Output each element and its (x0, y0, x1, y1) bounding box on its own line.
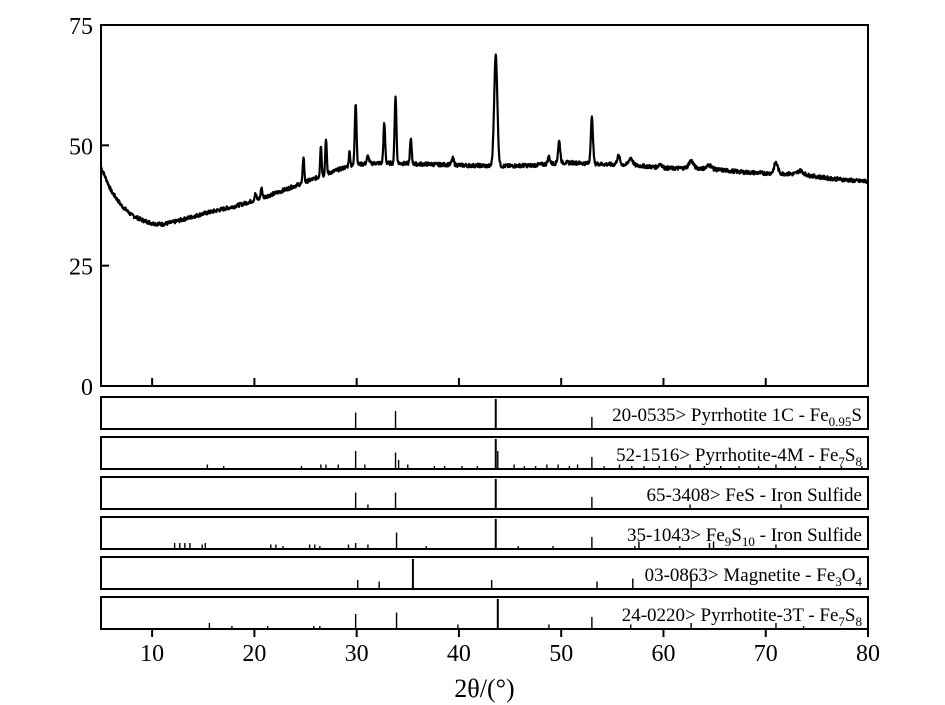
reference-panel-frame (100, 516, 869, 550)
plot-frame (100, 24, 869, 387)
reference-panel-frame (100, 556, 869, 590)
x-axis-top-ticks (151, 378, 767, 386)
x-tick-label: 60 (651, 641, 675, 667)
reference-patterns: 20-0535> Pyrrhotite 1C - Fe0.95S 52-1516>… (100, 396, 869, 630)
reference-label: 52-1516> Pyrrhotite-4M - Fe7S8 (616, 445, 862, 469)
y-tick-label: 75 (69, 14, 93, 40)
reference-panel: 52-1516> Pyrrhotite-4M - Fe7S8 (100, 436, 869, 470)
reference-label: 65-3408> FeS - Iron Sulfide (647, 485, 862, 506)
reference-panel: 24-0220> Pyrrhotite-3T - Fe7S8 (100, 596, 869, 630)
diffraction-pattern-line (100, 53, 870, 227)
x-tick-label: 80 (856, 641, 880, 667)
x-tick-label: 50 (549, 641, 573, 667)
reference-label: 35-1043> Fe9S10 - Iron Sulfide (627, 525, 862, 549)
x-tick-label: 40 (447, 641, 471, 667)
x-tick-label: 20 (242, 641, 266, 667)
main-plot: 0 25 50 75 (69, 14, 870, 401)
x-axis-title: 2θ/(°) (454, 674, 514, 703)
reference-panel: 03-0863> Magnetite - Fe3O4 (100, 556, 869, 590)
reference-panel-frame (100, 436, 869, 470)
x-axis: 10 20 30 40 50 60 70 80 (140, 629, 880, 667)
reference-label: 20-0535> Pyrrhotite 1C - Fe0.95S (612, 405, 862, 429)
y-tick-label: 25 (69, 255, 93, 281)
x-tick-label: 10 (140, 641, 164, 667)
reference-panel: 20-0535> Pyrrhotite 1C - Fe0.95S (100, 396, 869, 430)
y-axis: 0 25 50 75 (69, 14, 109, 401)
reference-panel-frame (100, 396, 869, 430)
reference-label: 24-0220> Pyrrhotite-3T - Fe7S8 (622, 605, 862, 629)
reference-label: 03-0863> Magnetite - Fe3O4 (645, 565, 863, 589)
reference-panel: 35-1043> Fe9S10 - Iron Sulfide (100, 516, 869, 550)
reference-panel-frame (100, 596, 869, 630)
x-tick-label: 70 (754, 641, 778, 667)
x-tick-label: 30 (345, 641, 369, 667)
y-tick-label: 0 (81, 375, 93, 401)
reference-panel-frame (100, 476, 869, 510)
y-tick-label: 50 (69, 134, 93, 160)
reference-panel: 65-3408> FeS - Iron Sulfide (100, 476, 869, 510)
